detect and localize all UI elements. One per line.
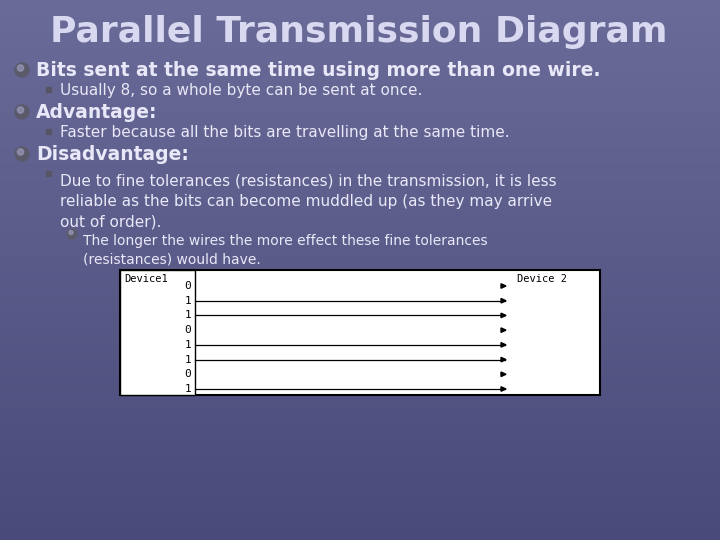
Text: Due to fine tolerances (resistances) in the transmission, it is less
reliable as: Due to fine tolerances (resistances) in …: [60, 174, 557, 230]
Text: Advantage:: Advantage:: [36, 103, 158, 122]
Text: 0: 0: [184, 325, 191, 335]
Text: Parallel Transmission Diagram: Parallel Transmission Diagram: [50, 15, 667, 49]
Text: 1: 1: [184, 384, 191, 394]
Text: 1: 1: [184, 310, 191, 320]
Polygon shape: [501, 372, 506, 376]
Circle shape: [15, 63, 29, 77]
Text: 1: 1: [184, 355, 191, 365]
Circle shape: [15, 105, 29, 119]
Circle shape: [69, 231, 73, 234]
Circle shape: [15, 147, 29, 161]
Bar: [46, 171, 51, 176]
Polygon shape: [501, 387, 506, 392]
Polygon shape: [501, 342, 506, 347]
Bar: [46, 129, 51, 134]
Text: Usually 8, so a whole byte can be sent at once.: Usually 8, so a whole byte can be sent a…: [60, 83, 423, 98]
Polygon shape: [501, 299, 506, 303]
Text: 1: 1: [184, 340, 191, 350]
Text: The longer the wires the more effect these fine tolerances
(resistances) would h: The longer the wires the more effect the…: [83, 234, 487, 266]
Polygon shape: [501, 313, 506, 318]
Text: Device1: Device1: [124, 274, 168, 284]
Circle shape: [17, 65, 24, 71]
Text: 0: 0: [184, 281, 191, 291]
Polygon shape: [501, 328, 506, 333]
Polygon shape: [501, 357, 506, 362]
Bar: [120, 270, 195, 395]
Bar: [120, 270, 600, 395]
Polygon shape: [501, 284, 506, 288]
Bar: [46, 87, 51, 92]
Circle shape: [17, 149, 24, 155]
Text: 1: 1: [184, 296, 191, 306]
Text: 0: 0: [184, 369, 191, 379]
Text: Disadvantage:: Disadvantage:: [36, 145, 189, 164]
Circle shape: [67, 229, 77, 239]
Circle shape: [17, 107, 24, 113]
Text: Faster because all the bits are travelling at the same time.: Faster because all the bits are travelli…: [60, 125, 510, 139]
Text: Device 2: Device 2: [517, 274, 567, 284]
Text: Bits sent at the same time using more than one wire.: Bits sent at the same time using more th…: [36, 60, 600, 79]
